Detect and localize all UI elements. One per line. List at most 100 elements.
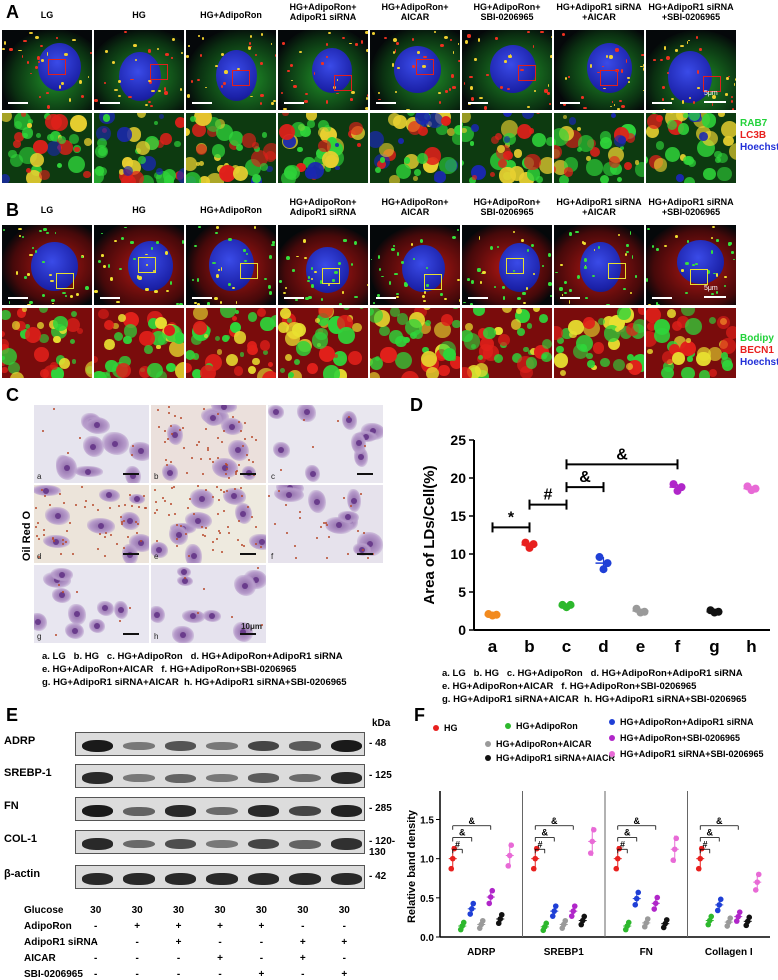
scale-bar <box>468 102 488 104</box>
data-point <box>570 908 576 914</box>
condition-value: + <box>251 969 271 980</box>
zoom-blob <box>569 331 577 339</box>
zoom-blob <box>529 128 535 134</box>
scale-bar <box>123 633 139 635</box>
zoom-blob <box>357 143 362 148</box>
protein-band <box>123 840 154 849</box>
zoom-blob <box>174 141 181 148</box>
cell-nucleus <box>64 465 70 471</box>
zoom-blob <box>370 357 383 370</box>
cell-nucleus <box>181 569 187 575</box>
condition-label: AdipoRon <box>24 921 72 932</box>
puncta <box>186 55 189 57</box>
blot-strip <box>75 830 365 854</box>
cell-nucleus <box>351 498 357 504</box>
puncta <box>308 296 311 299</box>
stained-cell <box>99 489 120 502</box>
puncta <box>326 43 328 46</box>
condition-value: - <box>251 953 271 964</box>
zoom-blob <box>175 332 184 342</box>
zoom-blob <box>36 133 41 138</box>
lipid-droplet <box>316 537 318 539</box>
stained-cell <box>89 619 105 632</box>
puncta <box>101 254 104 257</box>
condition-value: - <box>86 969 106 980</box>
tile-label: e <box>154 552 158 561</box>
puncta <box>164 91 167 95</box>
protein-band <box>289 741 320 750</box>
zoom-blob <box>638 308 644 315</box>
cell-image <box>370 225 460 305</box>
kda-marker: - 48 <box>369 738 386 749</box>
y-axis-label: Area of LDs/Cell(%) <box>421 465 438 604</box>
lipid-droplet <box>138 506 140 508</box>
zoom-blob <box>452 132 460 145</box>
zoom-blob <box>593 342 604 353</box>
puncta <box>85 286 89 290</box>
zoom-region-box <box>56 273 74 289</box>
stained-cell <box>273 442 290 457</box>
data-point <box>716 902 722 908</box>
lipid-droplet <box>221 441 223 443</box>
puncta <box>584 266 588 268</box>
cell-nucleus <box>94 422 100 428</box>
lipid-droplet <box>53 408 55 410</box>
data-point <box>486 901 492 907</box>
stain-name: BECN1 <box>740 345 778 357</box>
zoom-blob <box>2 310 11 320</box>
puncta <box>271 244 275 246</box>
lipid-droplet <box>176 538 178 540</box>
group-title: HG+AdipoRon <box>181 10 281 20</box>
puncta <box>411 243 413 246</box>
significance-symbol: * <box>508 509 515 526</box>
lipid-droplet <box>97 509 99 511</box>
legend-marker <box>433 725 439 731</box>
stained-cell <box>268 405 284 418</box>
zoom-blob <box>95 145 108 158</box>
data-point <box>480 918 486 924</box>
cell-nucleus <box>85 469 91 475</box>
zoom-blob <box>200 365 216 378</box>
zoom-blob <box>335 143 339 147</box>
zoom-blob <box>2 113 12 122</box>
puncta <box>680 45 684 47</box>
zoom-blob <box>413 176 418 181</box>
data-point <box>696 866 702 872</box>
lipid-droplet <box>92 504 94 506</box>
data-point <box>653 901 659 907</box>
cell-nucleus <box>180 632 186 638</box>
lipid-droplet <box>165 459 167 461</box>
data-point <box>678 483 686 491</box>
lipid-droplet <box>156 540 158 542</box>
x-tick-label: c <box>562 637 571 656</box>
puncta <box>440 44 443 47</box>
lipid-droplet <box>299 511 301 513</box>
zoom-blob <box>617 308 631 320</box>
zoom-blob <box>624 162 632 170</box>
lipid-droplet <box>252 461 254 463</box>
zoom-blob <box>10 372 25 378</box>
puncta <box>440 293 442 296</box>
zoom-blob <box>494 354 503 363</box>
puncta <box>342 37 345 39</box>
puncta <box>224 70 228 74</box>
puncta <box>27 304 30 305</box>
zoom-blob <box>343 308 350 310</box>
zoom-blob <box>687 356 692 361</box>
puncta <box>228 238 232 242</box>
data-point <box>615 856 621 862</box>
protein-band <box>206 840 237 848</box>
zoom-blob <box>59 358 70 369</box>
zoom-blob <box>438 365 449 376</box>
protein-band <box>331 772 362 783</box>
zoom-blob <box>398 138 404 144</box>
data-point <box>543 921 549 927</box>
condition-value: + <box>169 921 189 932</box>
lipid-droplet <box>320 526 322 528</box>
puncta <box>275 54 276 57</box>
data-point <box>727 915 733 921</box>
data-point <box>672 846 678 852</box>
zoom-blob <box>22 308 27 312</box>
